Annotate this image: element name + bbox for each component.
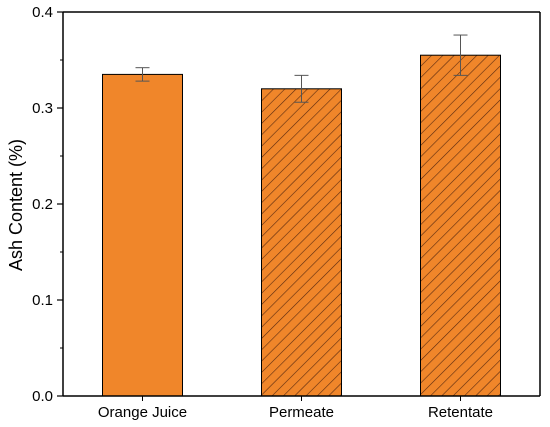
y-tick-label: 0.2 — [32, 196, 53, 213]
bar-retentate — [420, 54, 501, 397]
y-axis-title: Ash Content (%) — [6, 139, 26, 271]
y-tick-label: 0.4 — [32, 4, 53, 21]
y-tick-label: 0.3 — [32, 100, 53, 117]
y-tick-label: 0.0 — [32, 388, 53, 405]
x-tick-label: Orange Juice — [98, 404, 187, 421]
plot-area: Orange Juice Permeate Retentate 0.0 0.1 0.2 0.… — [32, 4, 541, 421]
y-tick-label: 0.1 — [32, 292, 53, 309]
bar-orange-juice — [102, 73, 183, 397]
x-tick-label: Permeate — [269, 404, 334, 421]
x-tick-label: Retentate — [428, 404, 493, 421]
bar-permeate — [261, 88, 342, 397]
